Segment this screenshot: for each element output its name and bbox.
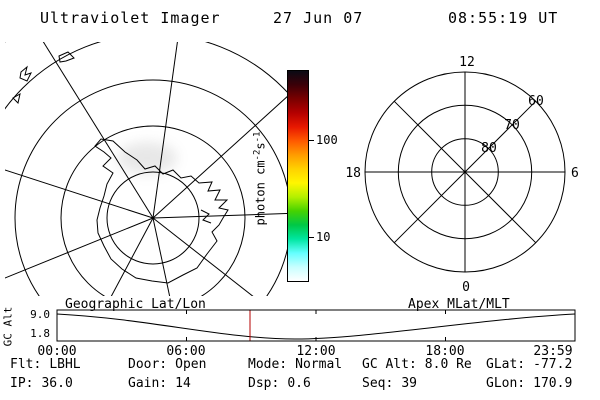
xtick-1200: 12:00 — [296, 344, 336, 359]
apex-grid: 12 18 6 0 60 70 80 — [345, 55, 579, 293]
status-dsp: Dsp: 0.6 — [248, 376, 311, 391]
status-mode-label: Mode: — [248, 357, 288, 372]
mlt-label-0: 0 — [462, 280, 470, 293]
status-door-value: Open — [175, 357, 207, 372]
colorbar-tickmark-100 — [309, 140, 314, 141]
status-seq: Seq: 39 — [362, 376, 417, 391]
colorbar-tick-10: 10 — [316, 230, 331, 244]
mlat-ring-label-70: 70 — [504, 118, 520, 133]
header-time: 08:55:19 UT — [448, 9, 559, 27]
coastline — [94, 138, 229, 284]
colorbar-tickmark-10 — [309, 237, 314, 238]
status-glon: GLon: 170.9 — [486, 376, 572, 391]
status-gcalt: GC Alt: 8.0 Re — [362, 357, 472, 372]
lat-lon-grid — [5, 42, 290, 296]
colorbar-label-exp2: -1 — [252, 131, 263, 143]
apex-caption: Apex MLat/MLT — [408, 297, 510, 312]
gc-alt-ytick-min: 1.8 — [30, 327, 50, 340]
gc-alt-plot-frame — [56, 309, 576, 342]
gc-alt-curve — [56, 313, 576, 340]
header-date: 27 Jun 07 — [273, 9, 364, 27]
status-seq-value: 39 — [401, 376, 417, 391]
app-title: Ultraviolet Imager — [40, 9, 221, 27]
geographic-map — [5, 42, 290, 296]
status-flt-label: Flt: — [10, 357, 42, 372]
status-flt: Flt: LBHL — [10, 357, 81, 372]
status-dsp-label: Dsp: — [248, 376, 280, 391]
status-mode-value: Normal — [295, 357, 343, 372]
status-ip-value: 36.0 — [41, 376, 73, 391]
colorbar-label-mid: s — [253, 142, 268, 150]
colorbar-gradient — [288, 71, 308, 281]
islands — [12, 51, 75, 104]
xtick-0000: 00:00 — [37, 344, 77, 359]
status-door-label: Door: — [128, 357, 168, 372]
gc-alt-plot — [56, 309, 576, 342]
mlt-label-12: 12 — [459, 55, 475, 70]
status-seq-label: Seq: — [362, 376, 394, 391]
status-gain: Gain: 14 — [128, 376, 191, 391]
geo-caption: Geographic Lat/Lon — [65, 297, 206, 312]
mlt-spokes — [365, 72, 565, 272]
mlat-ring-label-80: 80 — [481, 141, 497, 156]
status-ip-label: IP: — [10, 376, 34, 391]
status-mode: Mode: Normal — [248, 357, 342, 372]
status-ip: IP: 36.0 — [10, 376, 73, 391]
colorbar — [287, 70, 309, 282]
gc-alt-ytick-max: 9.0 — [30, 308, 50, 321]
status-flt-value: LBHL — [49, 357, 81, 372]
status-gain-value: 14 — [175, 376, 191, 391]
status-gain-label: Gain: — [128, 376, 168, 391]
status-gcalt-value: 8.0 Re — [424, 357, 472, 372]
colorbar-label: photon cm-2s-1 — [252, 132, 267, 226]
status-glon-value: 170.9 — [533, 376, 573, 391]
xtick-2359: 23:59 — [533, 344, 573, 359]
colorbar-label-exp1: -2 — [252, 149, 263, 161]
status-glat-value: -77.2 — [533, 357, 573, 372]
colorbar-label-pre: photon cm — [253, 160, 268, 226]
status-door: Door: Open — [128, 357, 206, 372]
mlt-label-6: 6 — [571, 166, 579, 181]
colorbar-tick-100: 100 — [316, 133, 338, 147]
status-dsp-value: 0.6 — [287, 376, 311, 391]
mlat-ring-label-60: 60 — [528, 94, 544, 109]
xtick-0600: 06:00 — [166, 344, 206, 359]
status-glat: GLat: -77.2 — [486, 357, 572, 372]
gc-alt-axis-ticks — [186, 310, 446, 341]
faint-airglow-patch — [117, 142, 177, 174]
status-gcalt-label: GC Alt: — [362, 357, 417, 372]
xtick-1800: 18:00 — [425, 344, 465, 359]
status-glat-label: GLat: — [486, 357, 526, 372]
mlt-label-18: 18 — [345, 166, 361, 181]
status-glon-label: GLon: — [486, 376, 526, 391]
